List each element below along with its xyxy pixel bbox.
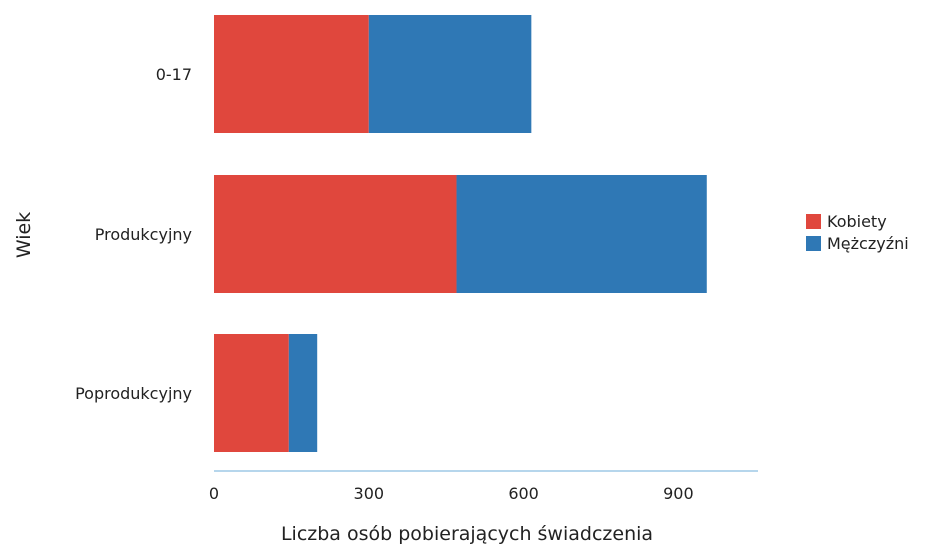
legend-swatch-kobiety (806, 214, 821, 229)
x-tick-label: 900 (663, 484, 694, 503)
y-tick-labels: 0-17 Produkcyjny Poprodukcyjny (75, 65, 192, 403)
y-axis-title: Wiek (13, 212, 35, 258)
bar-mezczyzni-0 (368, 15, 532, 133)
legend-label-kobiety: Kobiety (827, 212, 887, 231)
bars-layer (214, 15, 707, 452)
x-tick-label: 300 (354, 484, 385, 503)
legend-label-mezczyzni: Mężczyźni (827, 234, 909, 253)
x-tick-label: 600 (508, 484, 539, 503)
y-tick-label: Produkcyjny (95, 225, 192, 244)
y-tick-label: 0-17 (156, 65, 192, 84)
bar-kobiety-2 (214, 334, 289, 452)
legend: Kobiety Mężczyźni (806, 212, 909, 253)
x-tick-label: 0 (209, 484, 219, 503)
y-tick-label: Poprodukcyjny (75, 384, 192, 403)
x-tick-labels: 0 300 600 900 (209, 484, 694, 503)
bar-kobiety-0 (214, 15, 369, 133)
legend-swatch-mezczyzni (806, 236, 821, 251)
x-axis-title: Liczba osób pobierających świadczenia (281, 523, 653, 545)
bar-kobiety-1 (214, 175, 457, 293)
bar-mezczyzni-2 (288, 334, 318, 452)
bar-mezczyzni-1 (456, 175, 707, 293)
